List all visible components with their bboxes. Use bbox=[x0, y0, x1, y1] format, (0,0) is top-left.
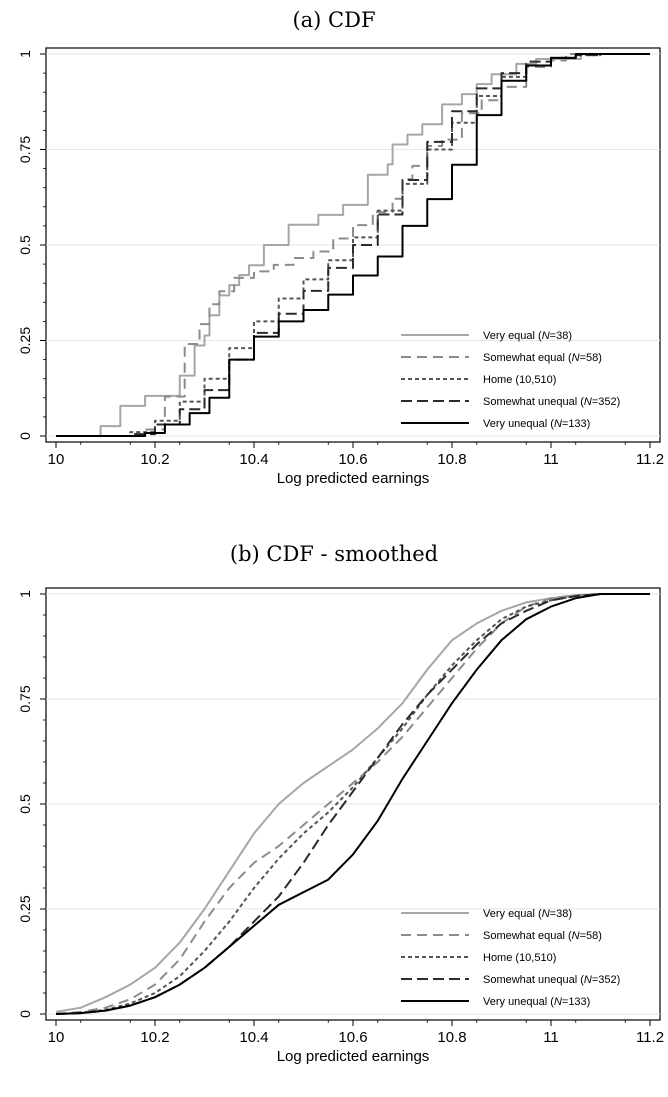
legend-entry: Somewhat unequal (N=352) bbox=[483, 974, 620, 986]
y-tick-label: 0.5 bbox=[17, 794, 33, 814]
x-tick-label: 10.6 bbox=[338, 451, 367, 468]
legend-entry: Very unequal (N=133) bbox=[483, 996, 590, 1008]
x-tick-label: 10.2 bbox=[140, 451, 169, 468]
panel-a-title: (a) CDF bbox=[292, 8, 376, 32]
series-line-somewhat-unequal bbox=[56, 53, 650, 437]
x-tick-label: 10.2 bbox=[140, 1029, 169, 1046]
series-line-very-equal bbox=[56, 53, 650, 437]
legend-entry: Home (10,510) bbox=[483, 952, 556, 964]
cdf-chart: 0 0.25 0.5 0.75 1 10 10.2 10.4 10.6 10.8 11 11.2 Log… bbox=[17, 47, 664, 487]
x-tick-label: 10 bbox=[48, 451, 65, 468]
y-tick-label: 0 bbox=[17, 432, 33, 440]
series-line-very-equal bbox=[55, 593, 650, 1013]
legend-entry: Very unequal (N=133) bbox=[483, 418, 590, 430]
legend-entry: Very equal (N=38) bbox=[483, 908, 572, 920]
x-tick-label: 10.4 bbox=[239, 451, 268, 468]
x-tick-label: 11 bbox=[543, 1029, 559, 1046]
series-line-home bbox=[56, 53, 650, 437]
y-tick-label: 0.5 bbox=[17, 235, 33, 255]
series-line-very-unequal bbox=[55, 593, 650, 1015]
legend-entry: Very equal (N=38) bbox=[483, 330, 572, 342]
series-line-home bbox=[55, 593, 650, 1015]
x-tick-label: 10.8 bbox=[437, 451, 466, 468]
x-tick-label: 11.2 bbox=[636, 451, 664, 468]
x-tick-label: 10.8 bbox=[437, 1029, 466, 1046]
y-tick-label: 0.25 bbox=[17, 327, 33, 354]
x-tick-label: 10 bbox=[48, 1029, 65, 1046]
y-tick-label: 0 bbox=[17, 1010, 33, 1018]
legend-entry: Somewhat equal (N=58) bbox=[483, 930, 602, 942]
x-tick-label: 11 bbox=[543, 451, 559, 468]
y-tick-label: 1 bbox=[17, 50, 33, 58]
y-tick-label: 1 bbox=[17, 590, 33, 598]
x-tick-label: 10.4 bbox=[239, 1029, 268, 1046]
x-tick-label: 10.6 bbox=[338, 1029, 367, 1046]
series-line-very-unequal bbox=[56, 53, 650, 437]
y-tick-label: 0.75 bbox=[17, 685, 33, 712]
y-tick-label: 0.75 bbox=[17, 136, 33, 163]
y-tick-label: 0.25 bbox=[17, 895, 33, 922]
legend-entry: Somewhat unequal (N=352) bbox=[483, 396, 620, 408]
legend-entry: Home (10,510) bbox=[483, 374, 556, 386]
legend-entry: Somewhat equal (N=58) bbox=[483, 352, 602, 364]
x-axis-label: Log predicted earnings bbox=[277, 1048, 430, 1065]
x-axis-label: Log predicted earnings bbox=[277, 470, 430, 487]
series-line-somewhat-equal bbox=[56, 53, 650, 437]
x-tick-label: 11.2 bbox=[636, 1029, 664, 1046]
panel-b-title: (b) CDF - smoothed bbox=[229, 542, 439, 566]
cdf-smoothed-chart: 0 0.25 0.5 0.75 1 10 10.2 10.4 10.6 10.8 11 11.2 Log… bbox=[17, 587, 664, 1065]
